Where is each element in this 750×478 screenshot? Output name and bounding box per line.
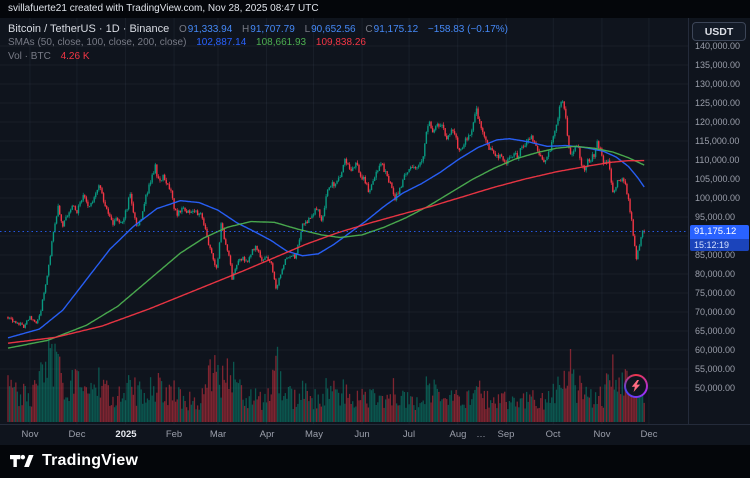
sma50-value: 102,887.14 — [196, 37, 247, 48]
high-value: 91,707.79 — [250, 24, 295, 35]
sma100-value: 108,661.93 — [256, 37, 307, 48]
tradingview-logo[interactable] — [10, 451, 34, 471]
price-tick: 135,000.00 — [695, 60, 741, 70]
time-tick: Dec — [68, 429, 86, 440]
time-tick: Mar — [209, 429, 227, 440]
last-price-value: 91,175.12 — [690, 225, 749, 239]
brand-name[interactable]: TradingView — [42, 452, 139, 469]
price-tick: 95,000.00 — [695, 212, 736, 222]
change-value: −158.83 (−0.17%) — [427, 24, 508, 35]
time-tick: Dec — [640, 429, 658, 440]
sma200-value: 109,838.26 — [315, 37, 366, 48]
volume-indicator-title[interactable]: Vol · BTC — [8, 51, 51, 62]
time-tick: Jun — [354, 429, 370, 440]
open-value: 91,333.94 — [187, 24, 233, 35]
legend-row-symbol: Bitcoin / TetherUS · 1D · Binance O91,33… — [8, 22, 508, 36]
last-price-label: 91,175.12 15:12:19 — [690, 225, 749, 251]
attribution-bar: svillafuerte21 created with TradingView.… — [0, 0, 750, 18]
time-tick-ellipsis: … — [476, 429, 486, 440]
time-tick: Nov — [593, 429, 611, 440]
price-tick: 50,000.00 — [695, 383, 736, 393]
price-tick: 105,000.00 — [695, 174, 741, 184]
close-label: C — [365, 24, 373, 35]
time-tick: Oct — [545, 429, 561, 440]
volume-value: 4.26 K — [60, 51, 90, 62]
low-value: 90,652.56 — [311, 24, 356, 35]
time-tick: Aug — [449, 429, 467, 440]
open-label: O — [178, 24, 187, 35]
price-tick: 80,000.00 — [695, 269, 736, 279]
time-tick: Apr — [259, 429, 275, 440]
time-axis[interactable]: Nov Dec 2025 Feb Mar Apr May Jun Jul Aug Sep Oct Nov… — [0, 424, 750, 445]
symbol-title[interactable]: Bitcoin / TetherUS · 1D · Binance — [8, 23, 170, 35]
lightning-icon — [626, 376, 646, 396]
price-scale[interactable]: USDT 140,000.00 135,000.00 130,000.00 125,0… — [688, 18, 750, 424]
price-tick: 130,000.00 — [695, 79, 741, 89]
price-tick: 65,000.00 — [695, 326, 736, 336]
price-tick: 110,000.00 — [695, 155, 740, 165]
close-value: 91,175.12 — [373, 24, 419, 35]
chart-pane[interactable]: Bitcoin / TetherUS · 1D · Binance O91,33… — [0, 18, 750, 424]
footer-bar: TradingView — [0, 444, 750, 478]
time-tick: Sep — [497, 429, 515, 440]
legend-row-sma: SMAs (50, close, 100, close, 200, close)… — [8, 36, 508, 50]
time-tick: Jul — [402, 429, 416, 440]
low-label: L — [304, 24, 311, 35]
price-tick: 140,000.00 — [695, 41, 741, 51]
time-tick: 2025 — [115, 429, 137, 440]
high-label: H — [242, 24, 250, 35]
price-tick: 70,000.00 — [695, 307, 736, 317]
price-tick: 60,000.00 — [695, 345, 736, 355]
chart-legend: Bitcoin / TetherUS · 1D · Binance O91,33… — [8, 22, 508, 64]
price-tick: 120,000.00 — [695, 117, 741, 127]
time-tick: Nov — [21, 429, 39, 440]
currency-toggle-button[interactable]: USDT — [692, 22, 746, 41]
price-tick: 55,000.00 — [695, 364, 736, 374]
price-tick: 115,000.00 — [695, 136, 740, 146]
price-tick: 125,000.00 — [695, 98, 741, 108]
time-tick: Feb — [165, 429, 183, 440]
price-tick: 100,000.00 — [695, 193, 741, 203]
boost-button[interactable] — [624, 374, 648, 398]
price-tick: 75,000.00 — [695, 288, 736, 298]
legend-row-volume: Vol · BTC 4.26 K — [8, 50, 508, 64]
sma-indicator-title[interactable]: SMAs (50, close, 100, close, 200, close) — [8, 37, 187, 48]
price-tick: 85,000.00 — [695, 250, 736, 260]
bar-countdown: 15:12:19 — [690, 239, 749, 251]
time-tick: May — [305, 429, 323, 440]
candlestick-chart[interactable] — [0, 18, 688, 424]
